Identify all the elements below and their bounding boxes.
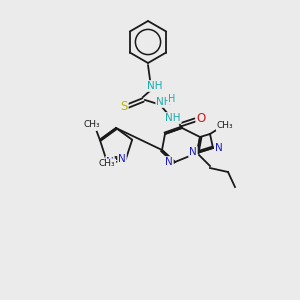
- Text: NH: NH: [165, 113, 181, 123]
- Text: N: N: [189, 147, 197, 157]
- Text: H: H: [168, 94, 176, 104]
- Text: NH: NH: [156, 97, 172, 107]
- Text: O: O: [196, 112, 206, 125]
- Text: CH₃: CH₃: [217, 122, 233, 130]
- Text: N: N: [106, 157, 114, 167]
- Text: S: S: [120, 100, 128, 113]
- Text: N: N: [215, 143, 223, 153]
- Text: N: N: [118, 154, 126, 164]
- Text: N: N: [165, 157, 173, 167]
- Text: NH: NH: [147, 81, 163, 91]
- Text: CH₃: CH₃: [83, 120, 100, 129]
- Text: CH₃: CH₃: [99, 159, 115, 168]
